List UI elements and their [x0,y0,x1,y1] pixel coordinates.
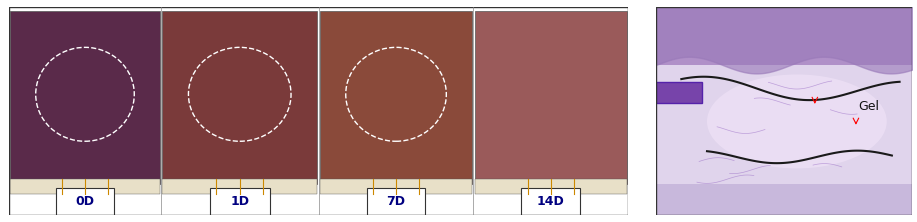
Text: 0D: 0D [75,195,94,208]
FancyBboxPatch shape [320,11,472,184]
Text: 14D: 14D [536,195,565,208]
Bar [162,179,317,194]
FancyBboxPatch shape [210,188,270,215]
FancyBboxPatch shape [522,188,580,215]
Bar [475,179,627,194]
Bar [656,82,702,103]
Bar [10,179,160,194]
Bar [656,184,912,215]
FancyBboxPatch shape [10,11,160,184]
Text: Gel: Gel [858,100,879,113]
FancyBboxPatch shape [656,7,912,65]
Ellipse shape [707,75,887,168]
Text: 1D: 1D [230,195,249,208]
FancyBboxPatch shape [475,11,627,184]
FancyBboxPatch shape [367,188,425,215]
Text: 7D: 7D [387,195,405,208]
FancyBboxPatch shape [162,11,317,184]
Bar [320,179,472,194]
FancyBboxPatch shape [56,188,114,215]
